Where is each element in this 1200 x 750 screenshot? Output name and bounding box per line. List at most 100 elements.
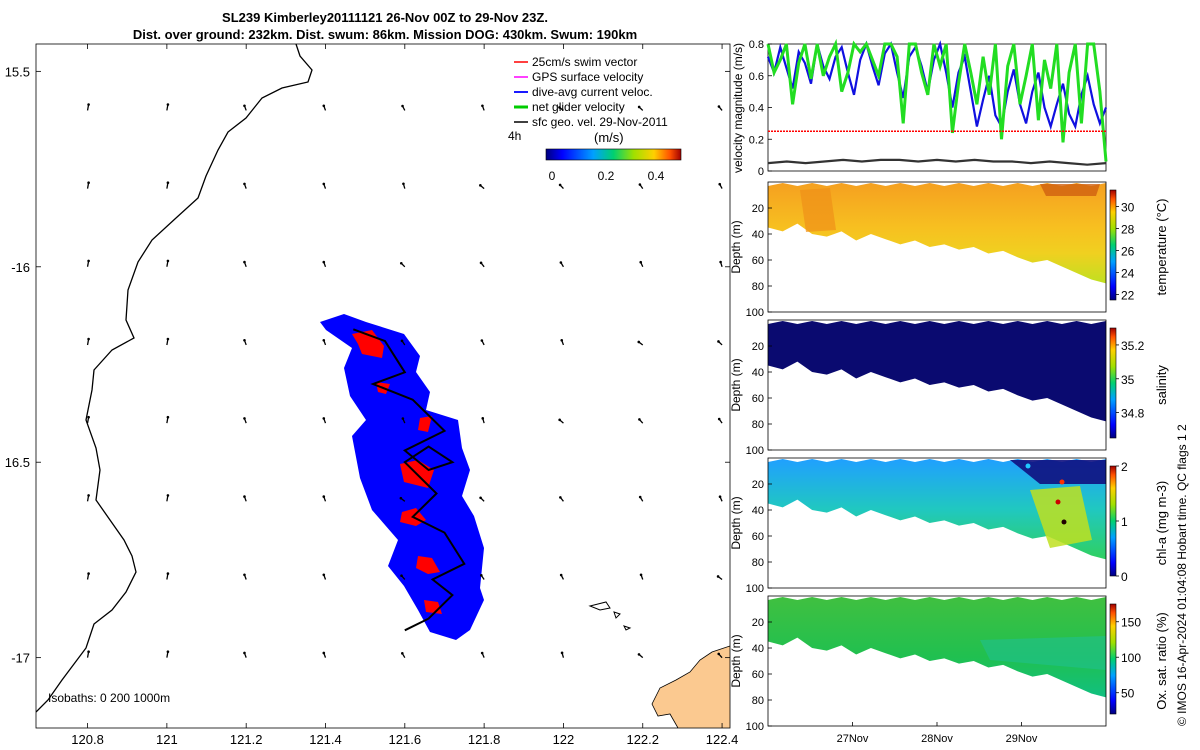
sfc-arrow-head xyxy=(87,650,90,654)
map-x-tick-label: 121.8 xyxy=(468,732,501,747)
sfc-arrow-head xyxy=(718,495,722,499)
sfc-arrow-head xyxy=(717,652,721,656)
sfc-arrow-head xyxy=(481,417,485,420)
chl-low-patch xyxy=(1010,460,1106,484)
chla-section: 20 40 60 80 100 Depth (m) 2 1 0 chl-a (mg m-3) xyxy=(729,457,1169,595)
depth-tick-label: 60 xyxy=(752,393,764,405)
sfc-arrow-head xyxy=(638,495,642,499)
map-y-tick-label: 15.5 xyxy=(5,64,30,79)
sfc-arrow-head xyxy=(481,104,484,108)
chl-point xyxy=(1059,479,1065,485)
sfc-arrow-head xyxy=(399,261,403,265)
sfc-arrow-head xyxy=(166,103,170,106)
depth-tick-label: 100 xyxy=(746,721,764,733)
sfc-arrow-head xyxy=(87,337,90,341)
time-tick-label: 28Nov xyxy=(921,733,953,745)
title-line-2: Dist. over ground: 232km. Dist. swum: 86… xyxy=(132,27,638,42)
speed-tick-0: 0 xyxy=(549,169,556,183)
sfc-arrow-head xyxy=(322,573,326,577)
sfc-arrow-head xyxy=(322,651,326,655)
sfc-arrow-head xyxy=(322,417,326,420)
colorbar-tick-label: 28 xyxy=(1121,223,1135,237)
velocity-series xyxy=(767,158,1107,166)
depth-axis-label: Depth (m) xyxy=(729,634,743,687)
sfc-arrow-head xyxy=(400,339,404,343)
depth-axis-label: Depth (m) xyxy=(729,358,743,411)
colorbar-tick-label: 22 xyxy=(1121,289,1135,303)
sfc-arrow-head xyxy=(560,338,564,342)
sfc-arrow-head xyxy=(638,418,641,421)
sfc-arrow-head xyxy=(479,261,483,265)
speed-tick-1: 0.2 xyxy=(598,169,615,183)
sfc-arrow-head xyxy=(87,572,90,575)
depth-tick-label: 60 xyxy=(752,255,764,267)
sfc-arrow-head xyxy=(322,260,326,264)
time-tick-label: 27Nov xyxy=(837,733,869,745)
sfc-arrow-head xyxy=(87,259,90,263)
sfc-arrow-head xyxy=(637,105,641,109)
map-y-ticks: 15.5 -16 16.5 -17 xyxy=(5,64,730,666)
sfc-arrow-head xyxy=(558,418,561,422)
depth-tick-label: 60 xyxy=(752,669,764,681)
depth-tick-label: 40 xyxy=(752,229,764,241)
sfc-arrow-head xyxy=(479,496,482,500)
sfc-arrow-head xyxy=(718,182,722,186)
sfc-arrow-head xyxy=(322,338,326,342)
sfc-arrow-head xyxy=(243,651,246,655)
map-x-tick-label: 121.2 xyxy=(230,732,263,747)
sfc-arrow-head xyxy=(166,259,170,263)
sfc-arrow-head xyxy=(638,183,642,186)
chl-point xyxy=(1055,499,1061,505)
section-frame xyxy=(767,319,1107,451)
sfc-arrow-head xyxy=(322,104,326,108)
depth-axis-label: Depth (m) xyxy=(729,496,743,549)
timestamp: © IMOS 16-Apr-2024 01:04:08 Hobart time.… xyxy=(1175,424,1189,726)
depth-axis-label: Depth (m) xyxy=(729,220,743,273)
sfc-arrow-head xyxy=(322,495,326,498)
sfc-arrow-head xyxy=(401,652,404,655)
sfc-arrow-head xyxy=(87,181,90,185)
legend-gps: GPS surface velocity xyxy=(532,70,643,84)
sfc-arrow-head xyxy=(166,572,170,575)
island xyxy=(613,611,621,619)
colorbar-tick-label: 2 xyxy=(1121,460,1128,474)
sfc-arrow-head xyxy=(87,494,90,497)
temp-warm-patch xyxy=(800,188,836,232)
sfc-arrow-head xyxy=(480,651,484,655)
colorbar-tick-label: 100 xyxy=(1121,651,1141,665)
sfc-arrow-head xyxy=(243,182,246,186)
map-y-tick-label: 16.5 xyxy=(5,455,30,470)
colorbar-tick-label: 26 xyxy=(1121,245,1135,259)
sfc-geo-vel-arrows xyxy=(86,103,723,659)
map-x-ticks: 120.8 121 121.2 121.4 121.6 121.8 122 122.2 122.… xyxy=(71,44,738,747)
sfc-arrow-head xyxy=(243,104,246,108)
colorbar-tick-label: 1 xyxy=(1121,515,1128,529)
depth-tick-label: 20 xyxy=(752,203,764,215)
depth-tick-label: 100 xyxy=(746,307,764,319)
map-x-tick-label: 122 xyxy=(553,732,575,747)
section-data xyxy=(768,597,1106,698)
temp-hot-patch xyxy=(1040,184,1100,196)
coastline xyxy=(36,44,313,713)
sfc-arrow-head xyxy=(166,650,170,654)
sfc-arrow-head xyxy=(480,339,484,342)
sfc-arrow-head xyxy=(639,573,643,577)
colorbar-tick-label: 34.8 xyxy=(1121,407,1145,421)
sfc-arrow-head xyxy=(400,574,403,578)
mainland xyxy=(651,645,730,728)
section-data xyxy=(768,321,1106,422)
section-colorbar xyxy=(1109,465,1117,577)
island xyxy=(623,625,632,631)
colorbar-tick-label: 50 xyxy=(1121,687,1135,701)
title-line-1: SL239 Kimberley20111121 26-Nov 00Z to 29… xyxy=(222,10,548,25)
sfc-arrow-head xyxy=(480,574,483,577)
velocity-series xyxy=(766,38,1108,162)
track-map: 120.8 121 121.2 121.4 121.6 121.8 122 122.2 122.… xyxy=(5,43,738,747)
depth-tick-label: 100 xyxy=(746,445,764,457)
swath-red xyxy=(418,416,432,432)
velocity-frame xyxy=(767,43,1107,172)
glider-track xyxy=(352,328,466,632)
velocity-ylabel: velocity magnitude (m/s) xyxy=(731,43,745,173)
sfc-arrow-head xyxy=(402,182,405,186)
sfc-arrow-head xyxy=(558,183,562,187)
